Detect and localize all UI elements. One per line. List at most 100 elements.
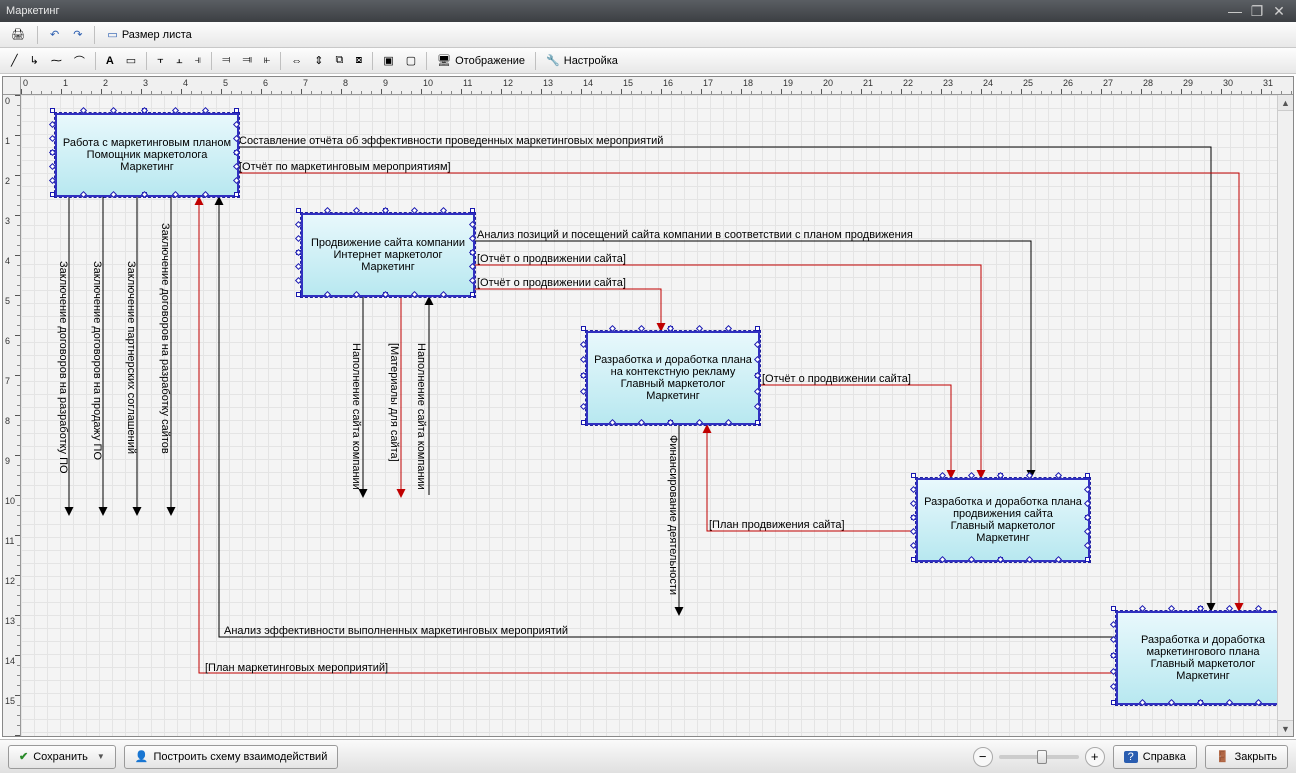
zoom-slider[interactable] — [999, 755, 1079, 759]
ruler-vertical: 01234567891011121314151617 — [3, 95, 21, 736]
send-back[interactable]: ▢ — [401, 51, 421, 70]
scroll-up-icon[interactable]: ▲ — [1278, 95, 1293, 111]
diagram-node[interactable]: Разработка и доработка плана продвижения… — [916, 478, 1090, 562]
close-label: Закрыть — [1235, 751, 1277, 763]
align-middle[interactable]: ⫥ — [237, 51, 257, 70]
save-label: Сохранить — [33, 751, 88, 763]
build-schema-button[interactable]: 👤 Построить схему взаимодействий — [124, 745, 339, 769]
person-icon: 👤 — [135, 750, 149, 763]
print-button[interactable]: 🖨 — [6, 25, 30, 44]
polyline-tool[interactable]: ↳ — [25, 51, 44, 70]
edge-label-vertical: Наполнение сайта компании — [415, 343, 427, 490]
page-size-button[interactable]: ▭ Размер листа — [102, 25, 196, 44]
align-right[interactable]: ⫣ — [190, 51, 207, 70]
edge-label-vertical: Заключение договоров на разработку ПО — [57, 261, 69, 474]
group-icon: ⧉ — [335, 54, 343, 67]
align-left-icon: ⫟ — [157, 54, 164, 67]
separator — [535, 52, 536, 70]
build-label: Построить схему взаимодействий — [154, 751, 328, 763]
node-title: Разработка и доработка плана на контекст… — [592, 354, 754, 378]
page-icon: ▭ — [107, 28, 117, 41]
display-label: Отображение — [455, 55, 525, 67]
redo-button[interactable]: ↷ — [68, 25, 87, 44]
separator — [95, 52, 96, 70]
separator — [94, 26, 95, 44]
node-role: Помощник маркетолога — [61, 149, 233, 161]
rect-tool[interactable]: ▭ — [121, 51, 141, 70]
check-icon: ✔ — [19, 750, 28, 763]
align-center-h-icon: ⫠ — [176, 54, 183, 67]
distribute-v[interactable]: ⇕ — [309, 51, 328, 70]
help-icon: ? — [1124, 751, 1138, 763]
node-dept: Маркетинг — [307, 261, 469, 273]
edge-label-vertical: Заключение партнерских соглашений — [125, 261, 137, 454]
edge-label: Анализ эффективности выполненных маркети… — [224, 625, 568, 637]
save-button[interactable]: ✔ Сохранить ▼ — [8, 745, 116, 769]
footer-bar: ✔ Сохранить ▼ 👤 Построить схему взаимоде… — [0, 739, 1296, 773]
page-size-label: Размер листа — [122, 29, 192, 41]
edge-label: Анализ позиций и посещений сайта компани… — [477, 229, 913, 241]
node-dept: Маркетинг — [61, 161, 233, 173]
align-top[interactable]: ⫤ — [217, 51, 235, 70]
bring-front[interactable]: ▣ — [378, 51, 398, 70]
diagram-node[interactable]: Разработка и доработка плана на контекст… — [586, 331, 760, 425]
curve-tool[interactable]: ⁓ — [46, 51, 67, 70]
ungroup-button[interactable]: ⧇ — [350, 51, 367, 70]
diagram-node[interactable]: Работа с маркетинговым планомПомощник ма… — [55, 113, 239, 197]
help-button[interactable]: ? Справка — [1113, 745, 1197, 769]
edge-label: Составление отчёта об эффективности пров… — [239, 135, 663, 147]
edge-label-vertical: Наполнение сайта компании — [350, 343, 362, 490]
line-icon: ╱ — [11, 54, 18, 67]
ruler-corner — [3, 77, 21, 95]
distribute-v-icon: ⇕ — [314, 54, 323, 67]
edge-label: [План маркетинговых мероприятий] — [205, 662, 388, 674]
separator — [372, 52, 373, 70]
settings-button[interactable]: 🔧 Настройка — [541, 51, 623, 70]
group-button[interactable]: ⧉ — [330, 51, 348, 70]
text-tool[interactable]: A — [101, 52, 119, 70]
edge-label: [Отчёт по маркетинговым мероприятиям] — [239, 161, 451, 173]
text-icon: A — [106, 55, 114, 67]
close-window-button[interactable]: ✕ — [1268, 3, 1290, 19]
zoom-out-button[interactable]: − — [973, 747, 993, 767]
rect-icon: ▭ — [126, 54, 136, 67]
separator — [211, 52, 212, 70]
redo-icon: ↷ — [73, 28, 82, 41]
diagram-node[interactable]: Разработка и доработка маркетингового пл… — [1116, 611, 1290, 705]
separator — [37, 26, 38, 44]
canvas-area: 0123456789101112131415161718192021222324… — [2, 76, 1294, 737]
edge-label-vertical: Финансирование деятельности — [667, 435, 679, 595]
front-icon: ▣ — [383, 54, 393, 67]
node-dept: Маркетинг — [592, 390, 754, 402]
vertical-scrollbar[interactable]: ▲ ▼ — [1277, 95, 1293, 736]
undo-icon: ↶ — [50, 28, 59, 41]
edge-label: [План продвижения сайта] — [709, 519, 845, 531]
align-left[interactable]: ⫟ — [152, 51, 169, 70]
distribute-h-icon: ⇔ — [291, 55, 302, 67]
line-tool[interactable]: ╱ — [6, 51, 23, 70]
diagram-canvas[interactable]: Работа с маркетинговым планомПомощник ма… — [21, 95, 1293, 736]
back-icon: ▢ — [406, 54, 416, 67]
scroll-down-icon[interactable]: ▼ — [1278, 720, 1293, 736]
display-button[interactable]: 🖥 Отображение — [432, 51, 530, 70]
toolbar-primary: 🖨 ↶ ↷ ▭ Размер листа — [0, 22, 1296, 48]
zoom-in-button[interactable]: + — [1085, 747, 1105, 767]
door-icon: 🚪 — [1216, 750, 1230, 763]
close-button[interactable]: 🚪 Закрыть — [1205, 745, 1288, 769]
align-bottom[interactable]: ⫦ — [259, 51, 275, 70]
arc-tool[interactable]: ⌒ — [69, 50, 90, 72]
edge-label: [Отчёт о продвижении сайта] — [762, 373, 911, 385]
maximize-button[interactable]: ❐ — [1246, 3, 1268, 19]
node-role: Интернет маркетолог — [307, 249, 469, 261]
distribute-h[interactable]: ⇔ — [286, 52, 307, 70]
align-bottom-icon: ⫦ — [264, 54, 270, 67]
node-role: Главный маркетолог — [922, 520, 1084, 532]
zoom-thumb[interactable] — [1037, 750, 1047, 764]
align-center-h[interactable]: ⫠ — [171, 51, 188, 70]
minimize-button[interactable]: — — [1224, 3, 1246, 19]
edge-label-vertical: [Материалы для сайта] — [388, 343, 400, 462]
ruler-horizontal: 0123456789101112131415161718192021222324… — [21, 77, 1293, 95]
diagram-node[interactable]: Продвижение сайта компанииИнтернет марке… — [301, 213, 475, 297]
undo-button[interactable]: ↶ — [45, 25, 64, 44]
curve-icon: ⁓ — [51, 54, 62, 67]
